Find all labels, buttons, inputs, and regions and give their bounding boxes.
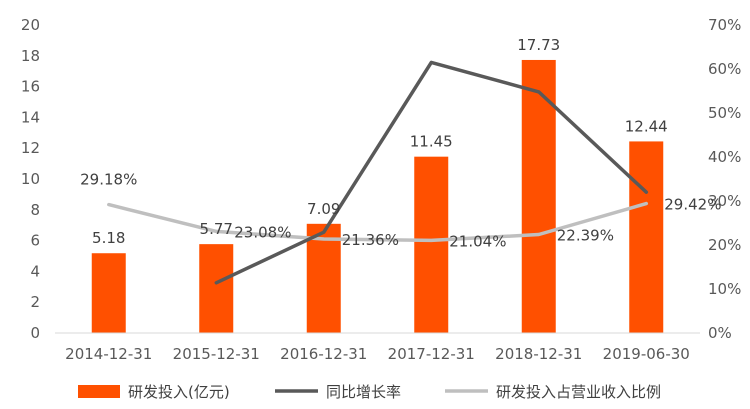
bar-series — [91, 59, 664, 333]
bar-data-label: 11.45 — [410, 133, 453, 151]
legend-swatch-bar — [78, 385, 120, 398]
x-axis-tick-label: 2016-12-31 — [280, 345, 367, 363]
right-axis-ticks: 0% 10% 20% 30% 40% 50% 60% 70% — [708, 16, 741, 342]
line-series — [107, 60, 649, 285]
bar-data-label: 7.09 — [307, 200, 340, 218]
right-axis-tick-label: 70% — [708, 16, 741, 34]
bar-data-label: 12.44 — [625, 117, 668, 135]
bar — [91, 253, 126, 333]
bar-data-label: 5.77 — [200, 220, 233, 238]
ratio-line — [107, 201, 649, 243]
growth-line — [214, 60, 649, 285]
left-axis-tick-label: 10 — [21, 170, 40, 188]
right-axis-tick-label: 60% — [708, 60, 741, 78]
data-labels: 5.18 5.77 7.09 11.45 17.73 12.44 29.18% 23.08% 2… — [80, 36, 721, 250]
right-axis-tick-label: 20% — [708, 236, 741, 254]
bar — [306, 223, 341, 333]
left-axis-tick-label: 0 — [30, 324, 40, 342]
ratio-data-label: 21.04% — [449, 232, 506, 250]
left-axis-tick-label: 2 — [30, 293, 40, 311]
right-axis-tick-label: 50% — [708, 104, 741, 122]
left-axis-tick-label: 20 — [21, 16, 40, 34]
x-axis-tick-label: 2019-06-30 — [603, 345, 690, 363]
x-axis-tick-label: 2017-12-31 — [388, 345, 475, 363]
x-axis-tick-label: 2015-12-31 — [173, 345, 260, 363]
right-axis-tick-label: 30% — [708, 192, 741, 210]
ratio-data-label: 29.42% — [664, 196, 721, 214]
right-axis-tick-label: 10% — [708, 280, 741, 298]
left-axis-tick-label: 14 — [21, 108, 40, 126]
x-axis-tick-label: 2018-12-31 — [495, 345, 582, 363]
bar — [199, 244, 234, 333]
bar-data-label: 5.18 — [92, 229, 125, 247]
legend-label-rd: 研发投入(亿元) — [128, 383, 230, 401]
bar — [414, 156, 449, 333]
legend-label-growth: 同比增长率 — [326, 383, 401, 401]
left-axis-tick-label: 16 — [21, 78, 40, 96]
right-axis-tick-label: 0% — [708, 324, 732, 342]
x-axis-tick-label: 2014-12-31 — [65, 345, 152, 363]
ratio-data-label: 22.39% — [557, 226, 614, 244]
ratio-data-label: 21.36% — [342, 231, 399, 249]
left-axis-tick-label: 4 — [30, 262, 40, 280]
left-axis-tick-label: 8 — [30, 201, 40, 219]
legend: 研发投入(亿元) 同比增长率 研发投入占营业收入比例 — [78, 383, 661, 401]
left-axis-ticks: 0 2 4 6 8 10 12 14 16 18 20 — [21, 16, 40, 342]
ratio-data-label: 23.08% — [234, 223, 291, 241]
bar — [629, 141, 664, 333]
ratio-data-label: 29.18% — [80, 171, 137, 189]
bar — [521, 59, 556, 333]
legend-label-ratio: 研发投入占营业收入比例 — [496, 383, 661, 401]
right-axis-tick-label: 40% — [708, 148, 741, 166]
left-axis-tick-label: 12 — [21, 139, 40, 157]
left-axis-tick-label: 6 — [30, 232, 40, 250]
left-axis-tick-label: 18 — [21, 47, 40, 65]
bar-data-label: 17.73 — [517, 36, 560, 54]
x-axis-ticks: 2014-12-31 2015-12-31 2016-12-31 2017-12-31… — [65, 345, 690, 363]
